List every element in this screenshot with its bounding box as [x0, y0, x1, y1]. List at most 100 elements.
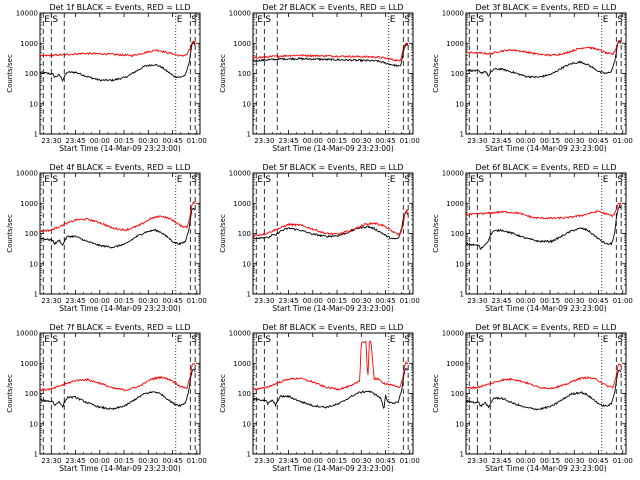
- x-tick-label: 01:00: [187, 457, 207, 465]
- time-marker-label: E: [44, 15, 50, 25]
- x-tick-label: 00:15: [540, 137, 560, 145]
- x-axis-label: Start Time (14-Mar-09 23:23:00): [485, 304, 607, 313]
- y-tick-label: 100: [451, 390, 464, 398]
- time-marker-label: S: [617, 175, 623, 185]
- time-marker-label: S: [478, 175, 484, 185]
- y-tick-label: 10000: [16, 170, 38, 178]
- y-tick-label: 10: [242, 100, 251, 108]
- y-axis-label: Counts/sec: [6, 54, 14, 93]
- time-marker-label: S: [265, 15, 271, 25]
- events-series-line: [40, 368, 196, 411]
- panel-det-1: Det 1f BLACK = Events, RED = LLD 1 10 100 10…: [6, 3, 207, 153]
- x-tick-label: 23:45: [65, 457, 85, 465]
- y-tick-label: 100: [451, 230, 464, 238]
- x-tick-label: 01:00: [400, 457, 420, 465]
- y-tick-label: 100: [238, 230, 251, 238]
- y-tick-label: 100: [238, 390, 251, 398]
- x-tick-label: 01:00: [400, 297, 420, 305]
- y-tick-label: 10: [29, 260, 38, 268]
- time-marker-label: E: [177, 175, 183, 185]
- x-tick-label: 01:00: [187, 137, 207, 145]
- time-marker-label: E: [257, 335, 263, 345]
- x-tick-label: 00:15: [114, 457, 134, 465]
- x-tick-label: 01:00: [400, 137, 420, 145]
- y-tick-label: 1000: [20, 360, 38, 368]
- x-tick-label: 00:15: [327, 137, 347, 145]
- y-tick-label: 1: [34, 291, 38, 299]
- lld-series-line: [39, 40, 196, 58]
- time-marker-label: S: [617, 335, 623, 345]
- time-marker-label: E: [603, 175, 609, 185]
- lld-series-line: [252, 340, 409, 391]
- y-tick-label: 1: [247, 451, 251, 459]
- x-tick-label: 00:15: [540, 297, 560, 305]
- x-axis-label: Start Time (14-Mar-09 23:23:00): [59, 144, 181, 153]
- time-marker-label: S: [52, 335, 58, 345]
- x-tick-label: 23:30: [254, 297, 274, 305]
- time-marker-label: E: [177, 335, 183, 345]
- events-series-line: [465, 369, 622, 411]
- y-axis-label: Counts/sec: [6, 374, 14, 413]
- y-tick-label: 1000: [233, 360, 251, 368]
- time-marker-label: E: [390, 175, 396, 185]
- y-tick-label: 1000: [20, 200, 38, 208]
- x-tick-label: 00:15: [114, 297, 134, 305]
- panel-det-7: Det 7f BLACK = Events, RED = LLD 1 10 100 10…: [6, 323, 207, 473]
- time-marker-label: S: [265, 175, 271, 185]
- time-marker-label: S: [478, 335, 484, 345]
- x-axis-label: Start Time (14-Mar-09 23:23:00): [272, 304, 394, 313]
- panel-det-2: Det 2f BLACK = Events, RED = LLD 1 10 100 10…: [219, 3, 420, 153]
- y-tick-label: 10000: [229, 170, 251, 178]
- y-tick-label: 10000: [16, 10, 38, 18]
- x-axis-label: Start Time (14-Mar-09 23:23:00): [485, 144, 607, 153]
- x-axis-label: Start Time (14-Mar-09 23:23:00): [272, 464, 394, 473]
- x-tick-label: 23:30: [41, 457, 61, 465]
- x-tick-label: 23:30: [467, 457, 487, 465]
- time-marker-label: E: [257, 175, 263, 185]
- events-series-line: [465, 204, 622, 250]
- y-tick-label: 1: [34, 131, 38, 139]
- panel-det-6: Det 6f BLACK = Events, RED = LLD 1 10 100 10…: [432, 163, 633, 313]
- x-tick-label: 00:30: [351, 297, 371, 305]
- x-tick-label: 01:00: [613, 137, 633, 145]
- x-tick-label: 00:00: [90, 137, 110, 145]
- y-tick-label: 10: [455, 100, 464, 108]
- y-tick-label: 1000: [233, 200, 251, 208]
- x-tick-label: 23:30: [467, 137, 487, 145]
- panel-det-3: Det 3f BLACK = Events, RED = LLD 1 10 100 10…: [432, 3, 633, 153]
- y-tick-label: 10: [29, 420, 38, 428]
- x-tick-label: 00:30: [138, 137, 158, 145]
- y-tick-label: 10: [242, 420, 251, 428]
- lld-series-line: [252, 42, 409, 62]
- time-marker-label: E: [390, 15, 396, 25]
- x-axis-label: Start Time (14-Mar-09 23:23:00): [485, 464, 607, 473]
- x-tick-label: 00:45: [162, 137, 182, 145]
- events-series-line: [39, 207, 196, 249]
- y-tick-label: 1: [247, 291, 251, 299]
- x-tick-label: 00:45: [162, 457, 182, 465]
- x-tick-label: 23:30: [467, 297, 487, 305]
- lld-series-line: [39, 363, 196, 392]
- y-tick-label: 100: [451, 70, 464, 78]
- x-axis-label: Start Time (14-Mar-09 23:23:00): [59, 304, 181, 313]
- panel-title: Det 7f BLACK = Events, RED = LLD: [49, 323, 190, 332]
- panel-title: Det 1f BLACK = Events, RED = LLD: [49, 3, 190, 12]
- y-tick-label: 10: [455, 260, 464, 268]
- time-marker-label: S: [478, 15, 484, 25]
- x-tick-label: 23:45: [65, 137, 85, 145]
- y-tick-label: 1000: [446, 40, 464, 48]
- x-tick-label: 00:30: [351, 457, 371, 465]
- y-tick-label: 100: [25, 230, 38, 238]
- y-tick-label: 10000: [442, 330, 464, 338]
- x-tick-label: 00:00: [90, 457, 110, 465]
- y-tick-label: 10000: [229, 330, 251, 338]
- y-axis-label: Counts/sec: [432, 374, 440, 413]
- x-tick-label: 00:00: [303, 297, 323, 305]
- x-tick-label: 23:45: [491, 297, 511, 305]
- time-marker-label: E: [44, 175, 50, 185]
- panel-det-4: Det 4f BLACK = Events, RED = LLD 1 10 100 10…: [6, 163, 207, 313]
- x-tick-label: 23:45: [278, 457, 298, 465]
- y-axis-label: Counts/sec: [219, 54, 227, 93]
- y-tick-label: 1: [247, 131, 251, 139]
